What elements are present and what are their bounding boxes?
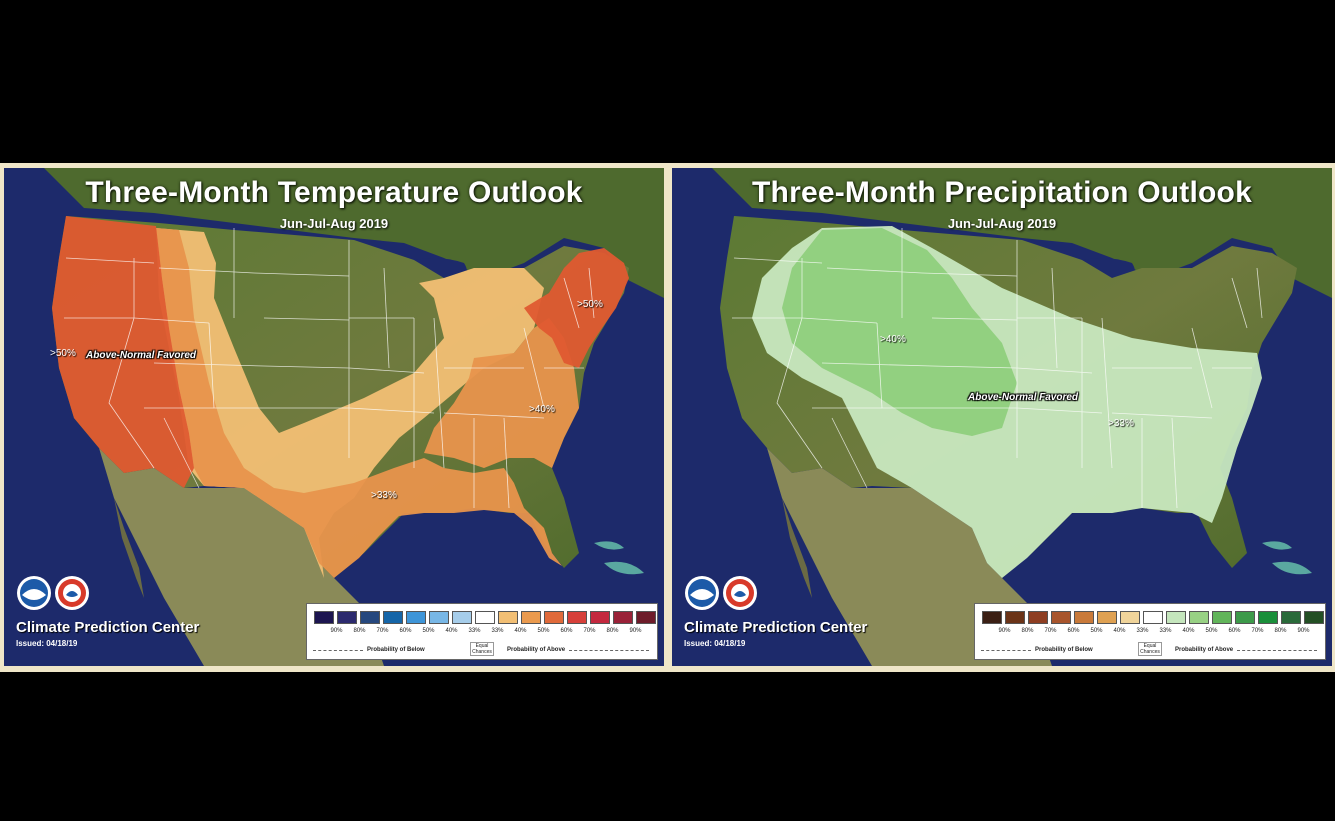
label-northeast-probability: >50% [577,299,603,310]
legend-tick-label: 50% [422,628,435,634]
legend-tick-label: 60% [399,628,412,634]
legend-swatch [1120,611,1140,624]
label-core-probability: >40% [880,334,906,345]
legend-tick-label: 80% [1021,628,1034,634]
temperature-legend: 90% 80% 70% 60% 50% 40% 33% 33% 40% 50% 60% 70% 80% 9… [306,603,658,660]
legend-swatch [475,611,495,624]
issued-date: Issued: 04/18/19 [16,639,78,648]
legend-tick-label: 40% [1182,628,1195,634]
legend-swatch [982,611,1002,624]
legend-below-label: Probability of Below [1035,647,1093,653]
legend-above-label: Probability of Above [507,647,566,653]
temperature-title: Three-Month Temperature Outlook [85,176,583,209]
legend-tick-label: 70% [583,628,596,634]
legend-below-label: Probability of Below [367,647,425,653]
label-east-probability: >33% [1108,418,1134,429]
label-southeast-probability: >40% [529,404,555,415]
precipitation-subtitle: Jun-Jul-Aug 2019 [947,216,1057,231]
nws-logo-icon [55,576,89,610]
legend-swatch [544,611,564,624]
legend-arrow-left [313,650,363,651]
legend-tick-label: 40% [514,628,527,634]
legend-above-label: Probability of Above [1175,647,1234,653]
agency-logos [16,573,106,613]
legend-swatch [406,611,426,624]
precipitation-outlook-map: Three-Month Precipitation Outlook Jun-Ju… [672,168,1332,666]
legend-swatch [498,611,518,624]
legend-tick-label: 90% [998,628,1011,634]
legend-swatch [1051,611,1071,624]
legend-tick-label: 60% [1228,628,1241,634]
temperature-subtitle: Jun-Jul-Aug 2019 [279,216,389,231]
legend-swatch [1212,611,1232,624]
legend-swatch [1281,611,1301,624]
legend-equal-label: Equal Chances [1138,642,1162,656]
legend-tick-label: 70% [1251,628,1264,634]
temperature-outlook-map: Three-Month Temperature Outlook Jun-Jul-… [4,168,664,666]
legend-tick-label: 70% [1044,628,1057,634]
legend-arrow-left [981,650,1031,651]
legend-swatch [337,611,357,624]
legend-swatch [1005,611,1025,624]
legend-swatch [521,611,541,624]
legend-tick-label: 60% [1067,628,1080,634]
legend-tick-label: 40% [1113,628,1126,634]
legend-tick-label: 90% [629,628,642,634]
legend-swatch [1143,611,1163,624]
legend-tick-label: 33% [1136,628,1149,634]
legend-swatches [982,611,1327,624]
legend-tick-label: 60% [560,628,573,634]
label-above-normal-favored: Above-Normal Favored [968,392,1079,403]
label-west-probability: >50% [50,348,76,359]
legend-swatches [314,611,659,624]
legend-swatch [613,611,633,624]
legend-tick-label: 33% [468,628,481,634]
label-above-normal-favored: Above-Normal Favored [86,350,197,361]
legend-tick-label: 40% [445,628,458,634]
legend-tick-label: 50% [1090,628,1103,634]
legend-tick-label: 33% [1159,628,1172,634]
legend-swatch [360,611,380,624]
agency-logos [684,573,774,613]
legend-swatch [567,611,587,624]
legend-equal-label: Equal Chances [470,642,494,656]
nws-logo-icon [723,576,757,610]
precipitation-legend: 90% 80% 70% 60% 50% 40% 33% 33% 40% 50% 60% 70% 80% 9… [974,603,1326,660]
legend-swatch [314,611,334,624]
legend-swatch [1074,611,1094,624]
legend-ticks: 90% 80% 70% 60% 50% 40% 33% 33% 40% 50% 60% 70% 80% 9… [325,628,647,634]
issued-date: Issued: 04/18/19 [684,639,746,648]
noaa-logo-icon [685,576,719,610]
legend-tick-label: 33% [491,628,504,634]
cpc-brand-text: Climate Prediction Center [16,619,200,636]
legend-swatch [1028,611,1048,624]
legend-tick-label: 80% [606,628,619,634]
legend-swatch [383,611,403,624]
legend-swatch [1258,611,1278,624]
legend-ticks: 90% 80% 70% 60% 50% 40% 33% 33% 40% 50% 60% 70% 80% 9… [993,628,1315,634]
legend-swatch [1097,611,1117,624]
legend-swatch [452,611,472,624]
legend-tick-label: 50% [1205,628,1218,634]
legend-swatch [590,611,610,624]
legend-swatch [636,611,656,624]
precipitation-map-graphic [672,168,1332,666]
legend-tick-label: 50% [537,628,550,634]
legend-swatch [1166,611,1186,624]
noaa-logo-icon [17,576,51,610]
legend-tick-label: 90% [1297,628,1310,634]
legend-arrow-right [1237,650,1317,651]
precipitation-title: Three-Month Precipitation Outlook [752,176,1252,209]
legend-tick-label: 80% [353,628,366,634]
legend-swatch [1189,611,1209,624]
legend-swatch [1235,611,1255,624]
legend-tick-label: 80% [1274,628,1287,634]
legend-swatch [429,611,449,624]
label-south-probability: >33% [371,490,397,501]
legend-arrow-right [569,650,649,651]
legend-tick-label: 70% [376,628,389,634]
legend-swatch [1304,611,1324,624]
legend-tick-label: 90% [330,628,343,634]
cpc-brand-text: Climate Prediction Center [684,619,868,636]
